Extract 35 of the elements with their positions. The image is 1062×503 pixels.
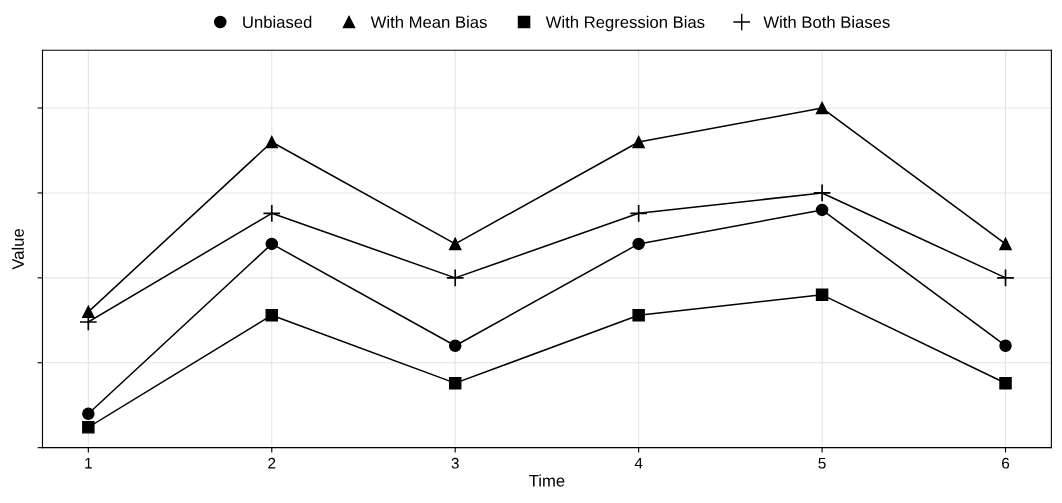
- x-tick-label: 2: [268, 457, 276, 469]
- point: [265, 135, 279, 149]
- legend-label: With Mean Bias: [370, 15, 487, 29]
- point: [996, 268, 1015, 288]
- legend-label: With Regression Bias: [545, 15, 705, 32]
- point: [815, 288, 829, 302]
- point: [265, 237, 279, 251]
- x-tick-label: 3: [451, 457, 459, 469]
- point: [815, 101, 829, 115]
- point: [632, 308, 645, 322]
- point: [999, 237, 1012, 251]
- x-tick-label: 6: [1002, 457, 1010, 469]
- x-axis-title: Time: [529, 474, 565, 487]
- point: [999, 376, 1012, 390]
- point: [999, 339, 1012, 353]
- point: [82, 421, 95, 434]
- point: [632, 237, 645, 251]
- point: [812, 183, 832, 203]
- point: [82, 407, 95, 420]
- point: [446, 268, 465, 288]
- point: [82, 305, 95, 319]
- point: [815, 203, 829, 217]
- x-tick-label: 1: [85, 457, 92, 469]
- point: [265, 308, 279, 322]
- y-axis-title: Value: [11, 229, 24, 270]
- point: [632, 135, 645, 149]
- x-tick-label: 4: [634, 457, 643, 469]
- legend-label: Unbiased: [243, 15, 312, 29]
- point: [629, 204, 648, 223]
- point: [448, 339, 462, 353]
- point: [448, 237, 462, 251]
- legend-label: With Both Biases: [763, 15, 890, 29]
- point: [262, 204, 281, 223]
- x-tick-label: 5: [818, 457, 826, 469]
- point: [448, 376, 462, 390]
